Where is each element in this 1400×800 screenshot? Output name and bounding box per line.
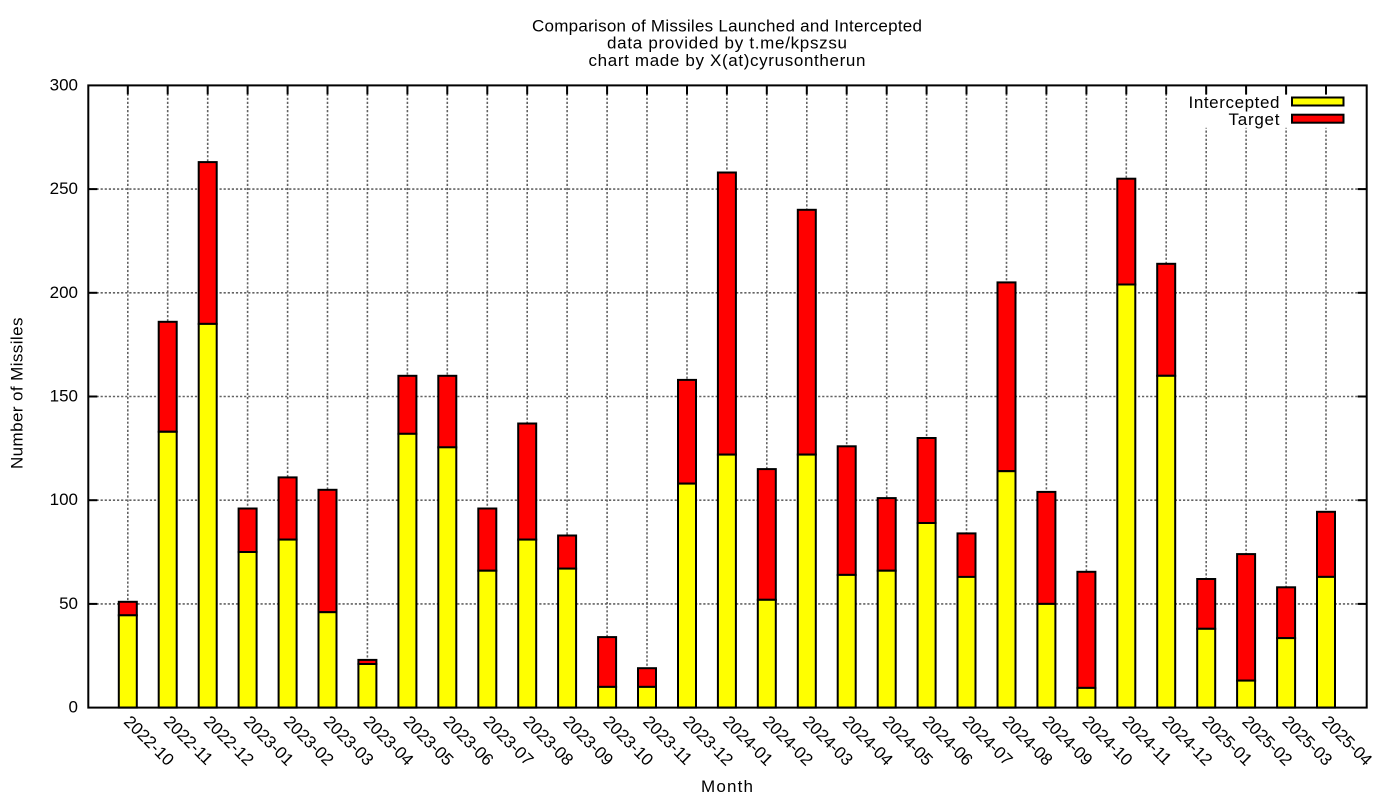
svg-text:Number of Missiles: Number of Missiles (8, 318, 27, 470)
svg-text:100: 100 (50, 490, 78, 509)
svg-text:200: 200 (50, 283, 78, 302)
svg-text:data provided by t.me/kpszsu: data provided by t.me/kpszsu (607, 34, 847, 53)
svg-text:250: 250 (50, 179, 78, 198)
svg-text:150: 150 (50, 387, 78, 406)
svg-text:50: 50 (59, 594, 78, 613)
svg-text:Intercepted: Intercepted (1189, 93, 1280, 112)
svg-text:chart made by X(at)cyrusonther: chart made by X(at)cyrusontherun (589, 51, 866, 70)
svg-text:Comparison of Missiles Launche: Comparison of Missiles Launched and Inte… (532, 16, 922, 35)
svg-text:Month: Month (701, 777, 753, 796)
svg-text:300: 300 (50, 75, 78, 94)
svg-text:Target: Target (1229, 110, 1280, 129)
svg-text:0: 0 (69, 698, 78, 717)
